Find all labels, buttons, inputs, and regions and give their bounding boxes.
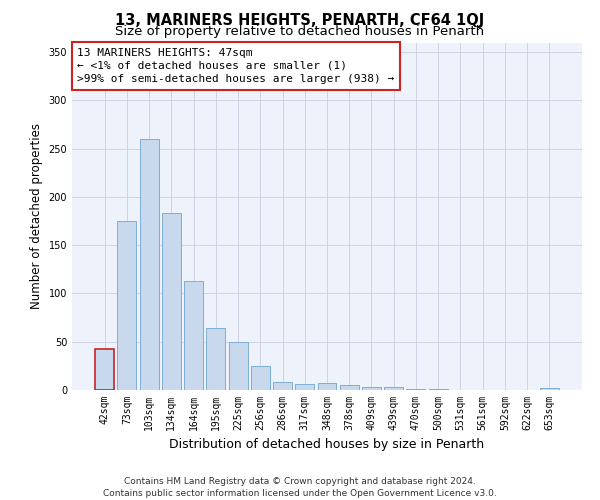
- Bar: [362, 387, 381, 390]
- Y-axis label: Number of detached properties: Number of detached properties: [30, 123, 43, 309]
- Text: Contains HM Land Registry data © Crown copyright and database right 2024.
Contai: Contains HM Land Registry data © Crown c…: [103, 476, 497, 498]
- Bar: [140, 139, 158, 390]
- Bar: [540, 388, 559, 390]
- Bar: [229, 342, 248, 390]
- Text: 13, MARINERS HEIGHTS, PENARTH, CF64 1QJ: 13, MARINERS HEIGHTS, PENARTH, CF64 1QJ: [115, 12, 485, 28]
- Bar: [206, 328, 225, 390]
- Bar: [317, 383, 337, 390]
- X-axis label: Distribution of detached houses by size in Penarth: Distribution of detached houses by size …: [169, 438, 485, 452]
- Bar: [429, 389, 448, 390]
- Bar: [95, 350, 114, 390]
- Text: 13 MARINERS HEIGHTS: 47sqm
← <1% of detached houses are smaller (1)
>99% of semi: 13 MARINERS HEIGHTS: 47sqm ← <1% of deta…: [77, 48, 394, 84]
- Bar: [184, 281, 203, 390]
- Text: Size of property relative to detached houses in Penarth: Size of property relative to detached ho…: [115, 25, 485, 38]
- Bar: [273, 382, 292, 390]
- Bar: [295, 384, 314, 390]
- Bar: [162, 214, 181, 390]
- Bar: [406, 389, 425, 390]
- Bar: [384, 387, 403, 390]
- Bar: [118, 221, 136, 390]
- Bar: [251, 366, 270, 390]
- Bar: [340, 385, 359, 390]
